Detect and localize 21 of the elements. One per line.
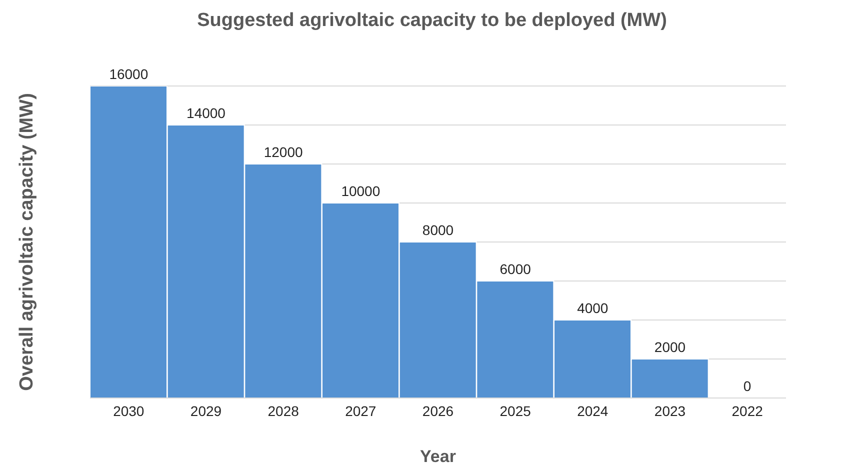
data-label: 16000: [109, 66, 148, 82]
data-label: 10000: [341, 183, 380, 199]
x-tick-label: 2026: [422, 402, 454, 419]
x-tick-label: 2030: [113, 402, 144, 419]
x-tick-label: 2024: [577, 402, 608, 419]
x-tick-label: 2025: [500, 402, 532, 419]
x-tick-label: 2027: [345, 402, 376, 419]
x-tick-label: 2028: [268, 402, 300, 419]
x-axis-title: Year: [420, 447, 456, 466]
y-axis-title: Overall agrivoltaic capacity (MW): [16, 93, 38, 391]
data-label: 6000: [500, 261, 532, 277]
x-tick-label: 2023: [654, 402, 686, 419]
data-label: 2000: [654, 339, 686, 355]
data-label: 14000: [186, 105, 226, 121]
data-label: 12000: [264, 144, 304, 160]
x-tick-label: 2029: [190, 402, 222, 419]
chart-title: Suggested agrivoltaic capacity to be deployed (MW): [196, 10, 668, 32]
x-tick-label: 2022: [732, 402, 764, 419]
data-label: 0: [743, 378, 752, 394]
data-label: 8000: [422, 222, 454, 238]
data-label: 4000: [577, 300, 608, 316]
